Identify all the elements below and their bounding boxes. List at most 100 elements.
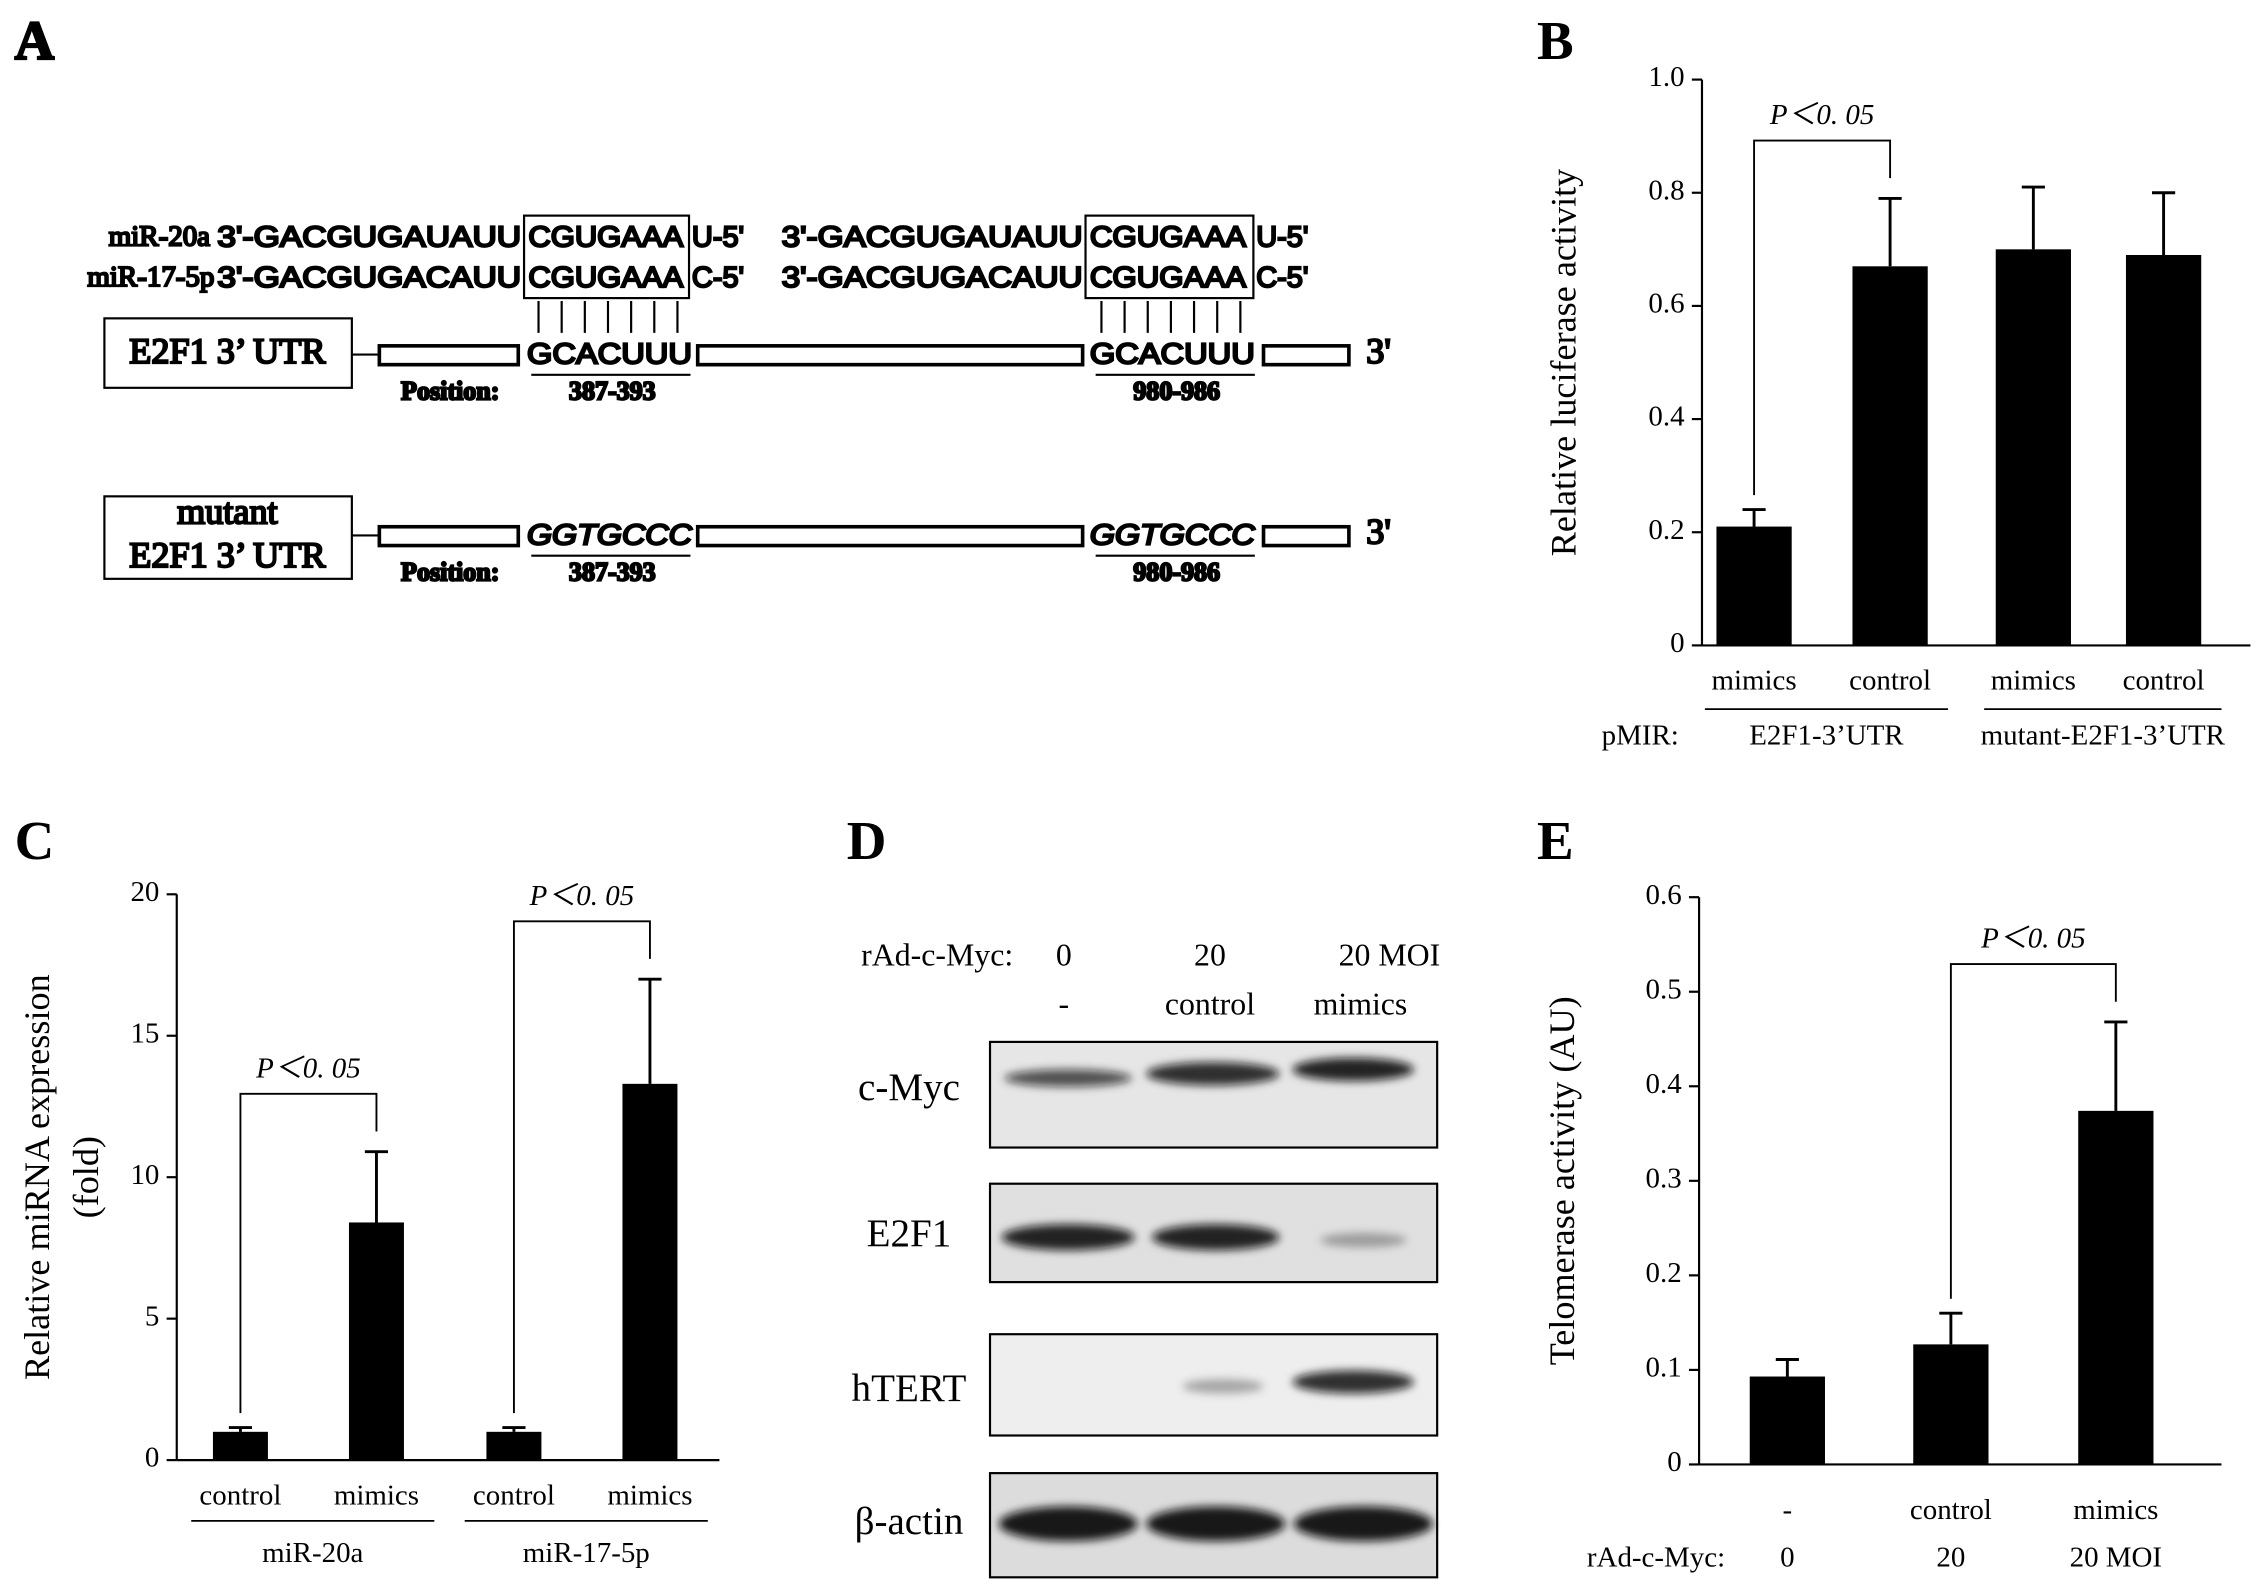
error-bar bbox=[364, 1150, 389, 1223]
utr-box bbox=[103, 317, 353, 389]
x-tick-label: control bbox=[1910, 1494, 1992, 1526]
y-tick-label: 5 bbox=[145, 1300, 159, 1332]
group-label: miR-20a bbox=[262, 1537, 363, 1569]
y-axis-label: Telomerase activity (AU) bbox=[1542, 996, 1582, 1365]
y-tick-label: 0.2 bbox=[1646, 1257, 1682, 1289]
band bbox=[1292, 1370, 1415, 1394]
blot bbox=[988, 1040, 1439, 1149]
error-bar bbox=[228, 1426, 253, 1432]
seed-box bbox=[522, 214, 691, 300]
sequence: 3'-GACGUGACAUU bbox=[782, 262, 1083, 294]
x-tick-label: mimics bbox=[607, 1479, 692, 1511]
y-tick-label: 10 bbox=[130, 1159, 159, 1191]
x-tick-label: mimics bbox=[334, 1479, 419, 1511]
band bbox=[998, 1506, 1138, 1542]
utr-segment bbox=[695, 524, 1085, 548]
x-tick-label-row2: 20 MOI bbox=[2070, 1542, 2162, 1574]
sequence: 3'-GACGUGAUAUU bbox=[217, 221, 521, 253]
y-tick-label: 0.8 bbox=[1648, 174, 1684, 206]
position: 387-393 bbox=[569, 557, 656, 586]
group-label: mutant-E2F1-3’UTR bbox=[1981, 720, 2226, 752]
utr-end: 3' bbox=[1366, 512, 1391, 552]
y-axis-label: Relative luciferase activity bbox=[1544, 169, 1584, 556]
blot-label: β-actin bbox=[855, 1500, 964, 1543]
x-tick-label: control bbox=[473, 1479, 555, 1511]
x-tick-label: - bbox=[1783, 1494, 1793, 1526]
sequence: 3'-GACGUGACAUU bbox=[217, 262, 521, 294]
bar bbox=[1749, 1376, 1825, 1465]
group-label: miR-17-5p bbox=[523, 1537, 650, 1569]
panel-label: A bbox=[15, 10, 55, 71]
x-tick-label: control bbox=[1849, 665, 1931, 697]
sequence-end: C-5' bbox=[692, 262, 744, 294]
bar bbox=[486, 1431, 542, 1461]
bar bbox=[212, 1431, 268, 1461]
position-label: Position: bbox=[401, 557, 499, 586]
position-label: Position: bbox=[401, 377, 499, 406]
dose: 0 bbox=[1056, 937, 1072, 972]
band bbox=[1293, 1506, 1433, 1542]
panel-label: E bbox=[1537, 810, 1574, 871]
seed-box bbox=[1084, 214, 1255, 300]
bar bbox=[2125, 254, 2202, 646]
bar bbox=[1716, 526, 1792, 646]
significance-bracket bbox=[239, 1092, 378, 1414]
y-tick-label: 0.4 bbox=[1646, 1068, 1683, 1100]
sequence-end: U-5' bbox=[1256, 221, 1308, 253]
seed: CGUGAAA bbox=[1090, 221, 1247, 253]
significance-bracket bbox=[1949, 963, 2117, 1299]
bar bbox=[1852, 266, 1928, 646]
site: GCACUUU bbox=[527, 339, 692, 371]
position: 980-986 bbox=[1133, 557, 1220, 586]
mirna-name: miR-20a bbox=[109, 220, 210, 252]
utr-label: E2F1 3’ UTR bbox=[129, 331, 326, 371]
blot-label: E2F1 bbox=[867, 1212, 952, 1255]
band bbox=[1292, 1057, 1415, 1081]
significance-bracket bbox=[1753, 139, 1892, 496]
band bbox=[1319, 1232, 1407, 1248]
blot-label: hTERT bbox=[852, 1367, 967, 1410]
position: 980-986 bbox=[1133, 377, 1220, 406]
utr-segment bbox=[377, 344, 521, 367]
bar bbox=[348, 1222, 404, 1461]
row2-title: rAd-c-Myc: bbox=[1587, 1542, 1725, 1574]
mirna-name: miR-17-5p bbox=[87, 261, 214, 293]
x-tick-label: mimics bbox=[1711, 665, 1796, 697]
error-bar bbox=[2104, 1020, 2128, 1111]
group-title: pMIR: bbox=[1602, 720, 1679, 752]
group-label: E2F1-3’UTR bbox=[1749, 720, 1904, 752]
bar bbox=[622, 1083, 678, 1461]
utr-segment bbox=[695, 344, 1085, 367]
x-tick-label: mimics bbox=[2073, 1494, 2158, 1526]
error-bar bbox=[1878, 196, 1902, 267]
panel-label: C bbox=[15, 810, 55, 871]
y-tick-label: 0.6 bbox=[1646, 879, 1682, 911]
treatment: mimics bbox=[1314, 986, 1408, 1021]
x-tick-label: mimics bbox=[1991, 665, 2076, 697]
band bbox=[1182, 1379, 1264, 1394]
bar bbox=[1913, 1344, 1989, 1465]
dose: 20 bbox=[1194, 937, 1226, 972]
bar bbox=[2078, 1110, 2154, 1465]
sequence: 3'-GACGUGAUAUU bbox=[782, 221, 1083, 253]
bar bbox=[1995, 249, 2071, 646]
y-tick-label: 0 bbox=[145, 1442, 159, 1474]
utr-box bbox=[103, 495, 353, 580]
band bbox=[1152, 1224, 1280, 1251]
x-tick-label: control bbox=[199, 1479, 281, 1511]
y-tick-label: 0.5 bbox=[1646, 973, 1682, 1005]
error-bar bbox=[1775, 1358, 1799, 1377]
y-tick-label: 0 bbox=[1667, 1446, 1681, 1478]
y-tick-label: 0.3 bbox=[1646, 1162, 1682, 1194]
site: GCACUUU bbox=[1090, 339, 1255, 371]
error-bar bbox=[502, 1426, 526, 1432]
position: 387-393 bbox=[569, 377, 656, 406]
utr-segment bbox=[1261, 344, 1351, 367]
y-tick-label: 0.2 bbox=[1648, 514, 1684, 546]
x-tick-label: control bbox=[2123, 665, 2205, 697]
error-bar bbox=[638, 977, 662, 1084]
y-tick-label: 15 bbox=[130, 1017, 159, 1049]
band bbox=[1001, 1224, 1135, 1251]
y-tick-label: 0 bbox=[1670, 627, 1684, 659]
band bbox=[1146, 1062, 1280, 1086]
